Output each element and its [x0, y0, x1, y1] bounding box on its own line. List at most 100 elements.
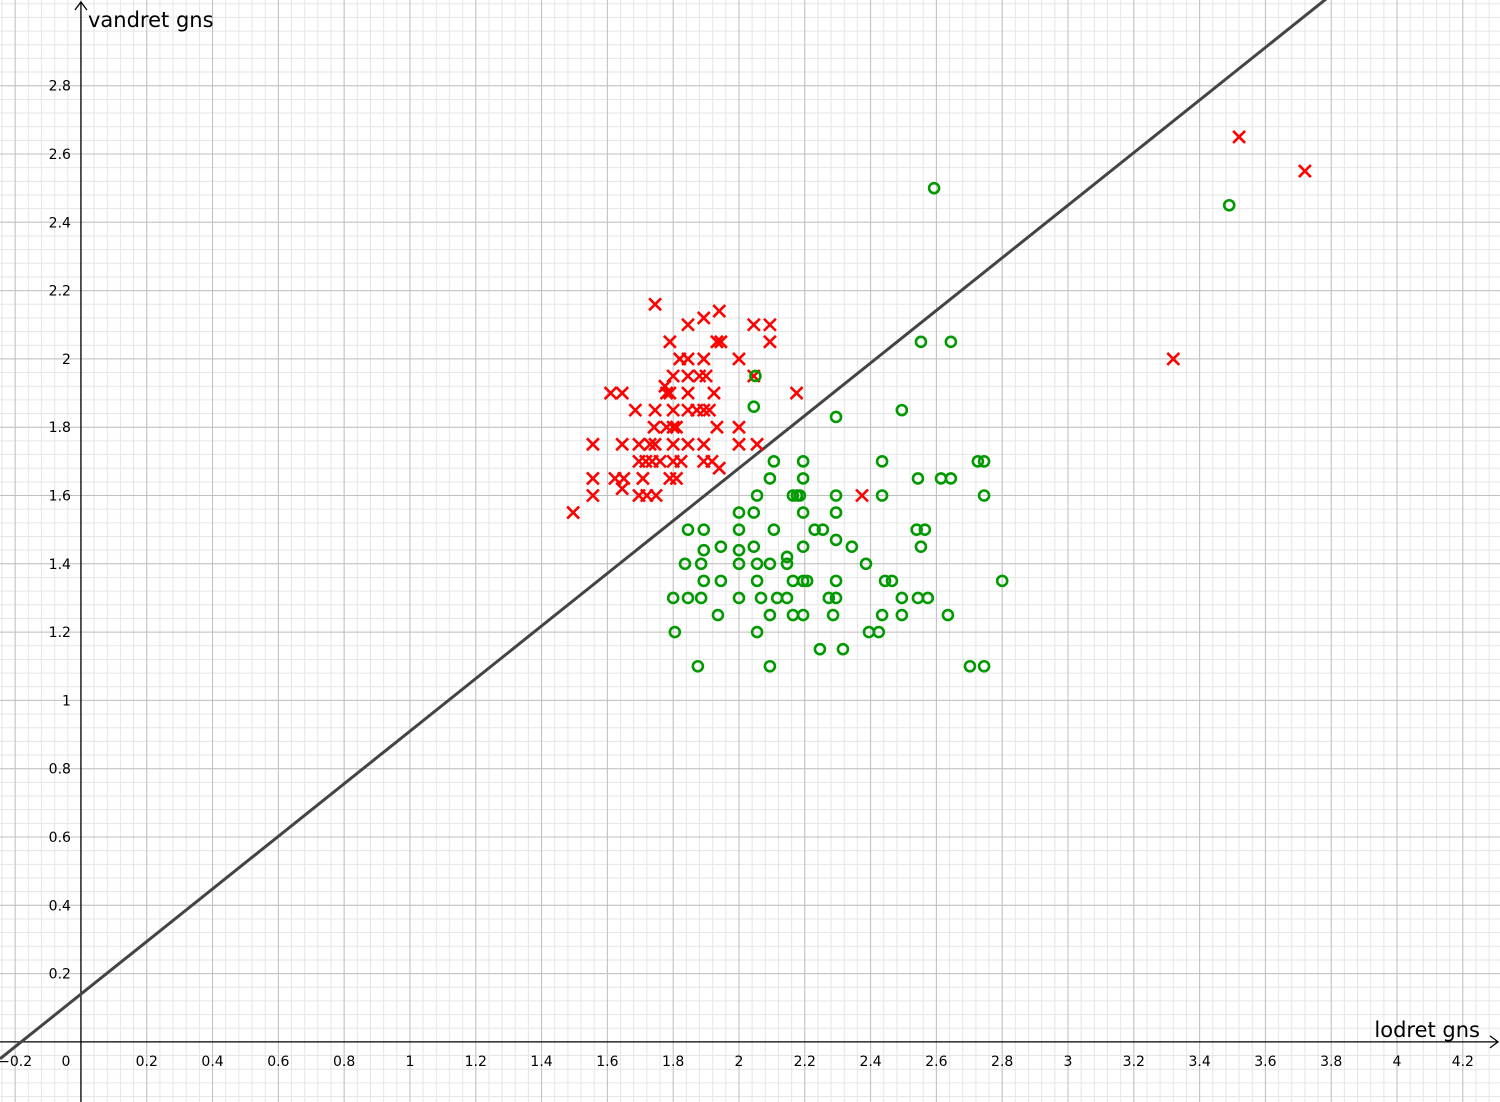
- circle-point: [668, 625, 682, 639]
- circle-point: [826, 608, 840, 622]
- circle-point: [895, 591, 909, 605]
- circle-point: [944, 335, 958, 349]
- circle-point: [829, 591, 843, 605]
- circle-point: [796, 472, 810, 485]
- cross-point: [1166, 351, 1181, 366]
- circle-point: [780, 591, 794, 605]
- cross-point: [666, 437, 681, 452]
- circle-point: [796, 455, 810, 468]
- cross-point: [566, 505, 581, 520]
- circle-point: [666, 591, 680, 605]
- circle-point: [808, 523, 821, 536]
- circle-point: [977, 659, 991, 673]
- circle-point: [694, 557, 708, 571]
- cross-point: [649, 488, 663, 503]
- x-tick-label: 2.2: [794, 1054, 816, 1070]
- circle-point: [885, 574, 899, 588]
- cross-point: [666, 369, 681, 383]
- circle-point: [800, 574, 814, 588]
- cross-point: [762, 317, 777, 332]
- x-tick-label: 0.4: [201, 1054, 223, 1070]
- circle-point: [895, 608, 909, 622]
- circle-point: [763, 557, 777, 571]
- circle-point: [977, 455, 991, 468]
- cross-point: [732, 351, 746, 366]
- x-tick-label: 2.8: [991, 1054, 1013, 1070]
- circle-point: [910, 523, 923, 536]
- circle-point: [763, 472, 777, 485]
- y-tick-label: 2.8: [49, 79, 71, 95]
- circle-point: [732, 543, 746, 557]
- circle-point: [732, 523, 746, 536]
- x-tick-label: 2: [735, 1054, 744, 1070]
- y-axis-arrow: [74, 0, 88, 11]
- circle-point: [1222, 198, 1236, 212]
- y-tick-label: 0.8: [49, 762, 71, 778]
- cross-point: [666, 420, 681, 435]
- x-tick-label: 0.2: [136, 1054, 158, 1070]
- circle-point: [963, 659, 977, 673]
- cross-point: [662, 386, 677, 400]
- circle-point: [829, 489, 843, 502]
- circle-point: [754, 591, 768, 605]
- circle-point: [829, 410, 843, 424]
- x-tick-label: 3.8: [1320, 1054, 1342, 1070]
- cross-point: [789, 386, 804, 400]
- circle-point: [750, 489, 764, 502]
- y-tick-label: 1.2: [49, 625, 71, 641]
- y-tick-label: 0.6: [49, 830, 71, 846]
- circle-point: [927, 181, 941, 195]
- x-tick-label: 3: [1064, 1054, 1073, 1070]
- cross-point: [696, 311, 711, 325]
- y-tick-label: 1: [62, 693, 71, 709]
- cross-point: [696, 437, 711, 452]
- y-axis-label: vandret gns: [88, 8, 214, 32]
- y-tick-label: 2: [62, 352, 71, 368]
- circle-point: [697, 574, 711, 588]
- circle-point: [767, 455, 781, 468]
- circle-point: [918, 523, 932, 536]
- cross-point: [669, 471, 684, 486]
- cross-point: [653, 454, 667, 469]
- cross-point: [681, 317, 695, 332]
- circle-point: [732, 506, 746, 519]
- circle-point: [836, 642, 850, 656]
- circle-point: [770, 591, 784, 605]
- circle-point: [878, 574, 892, 588]
- circle-point: [714, 540, 728, 554]
- circle-point: [796, 608, 810, 622]
- x-tick-label: 1: [405, 1054, 414, 1070]
- cross-point: [855, 488, 869, 503]
- cross-point: [648, 297, 662, 312]
- cross-point: [643, 437, 658, 452]
- circle-point: [971, 455, 985, 468]
- circle-point: [921, 591, 935, 605]
- circle-point: [767, 523, 781, 536]
- x-tick-label: 4: [1393, 1054, 1402, 1070]
- circle-point: [732, 591, 746, 605]
- circle-point: [793, 489, 807, 502]
- circle-point: [914, 540, 928, 554]
- circle-point: [747, 540, 761, 554]
- circle-point: [796, 540, 810, 554]
- x-tick-label: 2.6: [925, 1054, 947, 1070]
- cross-point: [669, 420, 684, 435]
- circle-point: [750, 557, 764, 571]
- x-axis-arrow: [1489, 1035, 1500, 1049]
- cross-point: [647, 420, 662, 435]
- circle-point: [780, 557, 794, 571]
- x-tick-label: −0.2: [0, 1054, 32, 1070]
- circle-point: [813, 642, 827, 656]
- cross-point: [674, 454, 688, 469]
- cross-point: [615, 437, 630, 452]
- cross-point: [1297, 164, 1312, 179]
- cross-point: [628, 403, 643, 418]
- x-tick-label: 1.4: [530, 1054, 552, 1070]
- cross-point: [713, 334, 728, 349]
- x-tick-label: 0.8: [333, 1054, 355, 1070]
- cross-point: [603, 386, 618, 400]
- x-tick-label: 0.6: [267, 1054, 289, 1070]
